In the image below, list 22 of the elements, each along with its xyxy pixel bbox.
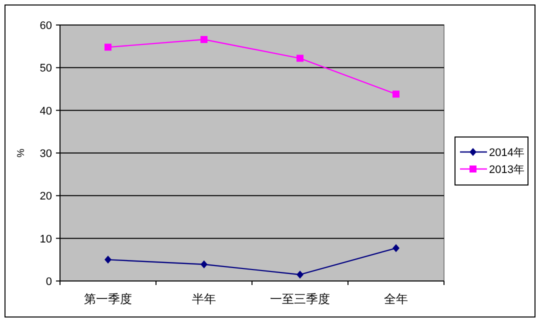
x-tick-label: 第一季度 [84, 292, 132, 306]
y-tick-label: 0 [46, 276, 52, 288]
y-tick-label: 30 [40, 148, 52, 160]
x-tick-label: 一至三季度 [270, 292, 330, 306]
x-tick-label: 全年 [384, 292, 408, 306]
y-tick-label: 60 [40, 20, 52, 32]
point [296, 54, 304, 62]
y-tick-label: 50 [40, 62, 52, 75]
point [104, 44, 112, 51]
point [392, 244, 400, 252]
legend-label: 2013年 [489, 164, 524, 176]
y-tick-label: 10 [40, 233, 52, 246]
point [200, 260, 208, 268]
point [200, 36, 208, 44]
y-axis-title: % [16, 148, 27, 158]
point [392, 90, 400, 98]
x-tick-label: 半年 [192, 292, 216, 306]
legend-label: 2014年 [489, 147, 524, 159]
y-tick-label: 40 [40, 105, 52, 118]
y-tick-label: 20 [40, 190, 52, 203]
point [296, 270, 304, 279]
point [104, 256, 112, 264]
